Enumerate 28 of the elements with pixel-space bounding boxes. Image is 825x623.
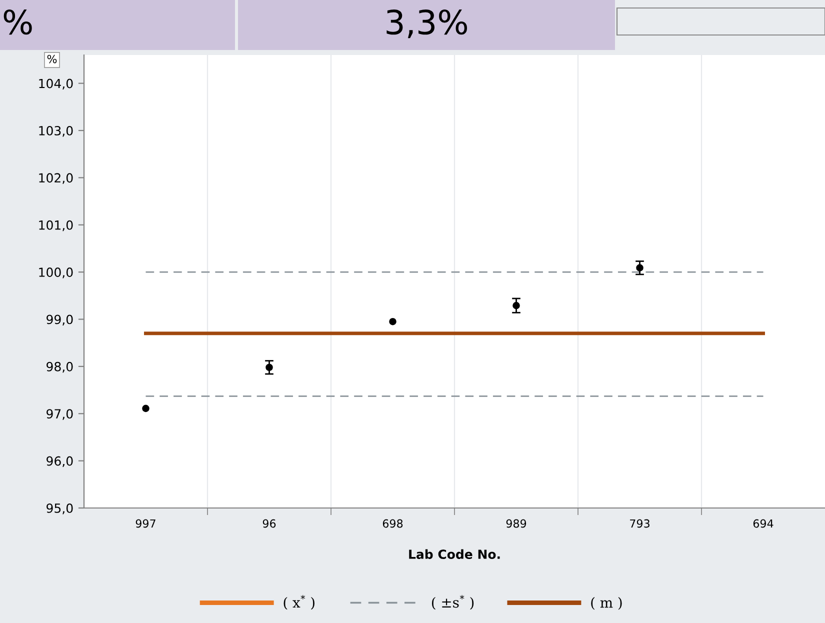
text: % <box>4 9 32 35</box>
y-tick-label: 99,0 <box>46 314 73 326</box>
x-tick-label: 989 <box>506 519 526 528</box>
x-axis-title: Lab Code No. <box>409 549 500 559</box>
x-tick-label: 694 <box>753 519 774 528</box>
point <box>512 302 520 310</box>
point <box>636 264 644 272</box>
y-tick-label: 96,0 <box>46 456 73 468</box>
point <box>266 364 273 372</box>
legend-label: ( m ) <box>591 597 622 610</box>
x-tick-label: 698 <box>382 519 403 528</box>
x-tick-label: 793 <box>630 519 650 528</box>
point <box>389 318 396 326</box>
y-tick-label: 95,0 <box>46 503 73 514</box>
x-tick-label: 997 <box>136 519 156 528</box>
y-tick-label: 100,0 <box>39 268 73 278</box>
y-tick-label: 102,0 <box>39 173 73 184</box>
y-tick-label: 101,0 <box>39 220 73 232</box>
y-tick-label: 98,0 <box>46 362 73 373</box>
legend-label: ( x$^{*}$ ) <box>284 594 314 610</box>
text: 3,3% <box>386 9 468 38</box>
y-tick-label: 104,0 <box>39 78 73 90</box>
point <box>142 404 150 412</box>
y-tick-label: 103,0 <box>39 126 73 137</box>
x-tick-label: 96 <box>262 519 276 528</box>
y-tick-label: 97,0 <box>46 409 73 420</box>
y-axis-title: % <box>47 54 57 64</box>
legend-label: ( ±s$^{*}$ ) <box>432 594 474 610</box>
